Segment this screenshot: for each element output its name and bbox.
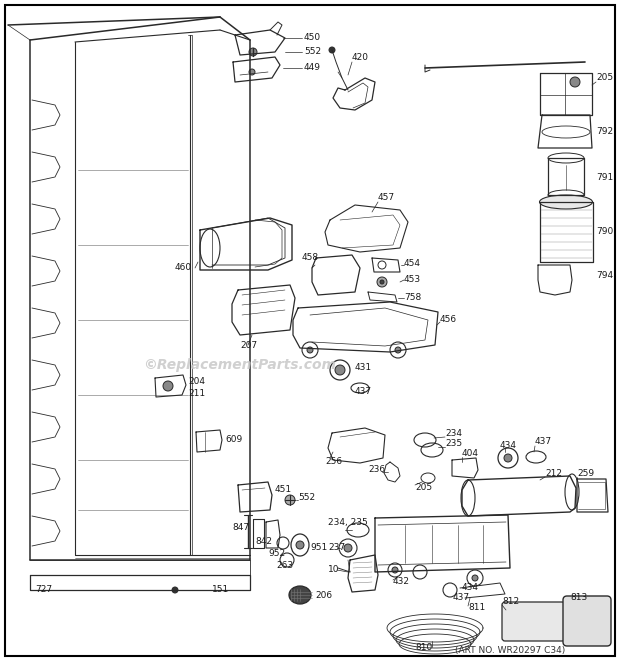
Text: 212: 212 [545,469,562,477]
Text: 431: 431 [355,364,372,373]
Text: 437: 437 [453,594,470,602]
Circle shape [249,48,257,56]
Text: 205: 205 [415,483,432,492]
Text: 609: 609 [225,436,242,444]
Text: 791: 791 [596,173,613,182]
Ellipse shape [539,195,593,209]
Ellipse shape [289,586,311,604]
FancyBboxPatch shape [563,596,611,646]
Text: 10: 10 [328,566,340,574]
Text: 434: 434 [462,584,479,592]
Circle shape [249,69,255,75]
Text: 234: 234 [445,428,462,438]
Text: 434: 434 [500,440,517,449]
Text: 450: 450 [304,34,321,42]
Text: 460: 460 [175,264,192,272]
Circle shape [307,347,313,353]
Text: 205: 205 [596,73,613,81]
Circle shape [344,544,352,552]
Text: 437: 437 [355,387,372,397]
Circle shape [392,567,398,573]
Ellipse shape [461,480,475,516]
Text: 451: 451 [275,485,292,494]
Text: 758: 758 [404,293,421,303]
Text: 842: 842 [255,537,272,547]
Text: 727: 727 [35,586,52,594]
Text: 453: 453 [404,276,421,284]
Circle shape [285,495,295,505]
Circle shape [504,454,512,462]
Circle shape [472,575,478,581]
Text: 211: 211 [188,389,205,397]
FancyBboxPatch shape [502,602,565,641]
Text: 552: 552 [298,494,315,502]
Text: 236: 236 [368,465,385,475]
Text: 235: 235 [445,438,462,447]
Text: 951: 951 [310,543,327,553]
Text: 432: 432 [393,578,410,586]
Text: 449: 449 [304,63,321,73]
Text: 454: 454 [404,258,421,268]
Text: 207: 207 [240,340,257,350]
Text: 237: 237 [328,543,345,553]
Text: 811: 811 [468,603,485,613]
Text: 404: 404 [462,449,479,457]
Circle shape [377,277,387,287]
Text: 552: 552 [304,48,321,56]
Circle shape [163,381,173,391]
Text: 420: 420 [352,54,369,63]
Text: 263: 263 [276,561,293,570]
Text: 151: 151 [212,586,229,594]
Ellipse shape [565,474,579,510]
Circle shape [335,365,345,375]
Circle shape [329,47,335,53]
Text: ©ReplacementParts.com: ©ReplacementParts.com [143,358,337,372]
Circle shape [296,541,304,549]
Text: 456: 456 [440,315,457,325]
Text: 234, 235: 234, 235 [328,518,368,527]
Text: (ART NO. WR20297 C34): (ART NO. WR20297 C34) [455,646,565,654]
Text: 812: 812 [502,598,519,607]
Text: 204: 204 [188,377,205,385]
Text: 256: 256 [325,457,342,467]
Text: 206: 206 [315,590,332,600]
Text: 457: 457 [378,194,395,202]
Circle shape [380,280,384,284]
Text: 813: 813 [570,592,587,602]
Text: 794: 794 [596,270,613,280]
Text: 790: 790 [596,227,613,237]
Text: 792: 792 [596,128,613,137]
Circle shape [395,347,401,353]
Circle shape [172,587,178,593]
Text: 259: 259 [577,469,594,477]
Text: 810: 810 [415,644,432,652]
Text: 952: 952 [268,549,285,559]
Text: 847: 847 [232,522,249,531]
Circle shape [570,77,580,87]
Text: 458: 458 [302,254,319,262]
Text: 437: 437 [535,438,552,446]
